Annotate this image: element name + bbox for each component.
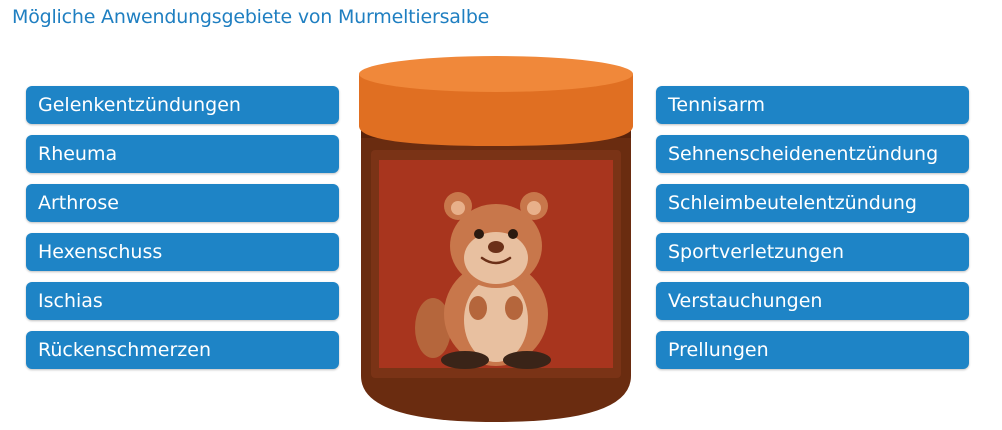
- left-conditions-list: Gelenkentzündungen Rheuma Arthrose Hexen…: [26, 86, 339, 380]
- condition-item: Gelenkentzündungen: [26, 86, 339, 124]
- condition-item: Verstauchungen: [656, 282, 969, 320]
- diagram-title: Mögliche Anwendungsgebiete von Murmeltie…: [12, 6, 490, 28]
- condition-item: Arthrose: [26, 184, 339, 222]
- condition-item: Schleimbeutelentzündung: [656, 184, 969, 222]
- jar-lid: [359, 74, 633, 146]
- marmot-icon: [415, 192, 551, 369]
- condition-item: Ischias: [26, 282, 339, 320]
- condition-item: Sehnenscheidenentzündung: [656, 135, 969, 173]
- condition-item: Rheuma: [26, 135, 339, 173]
- jar-with-marmot-icon: [359, 56, 633, 422]
- condition-item: Tennisarm: [656, 86, 969, 124]
- condition-item: Sportverletzungen: [656, 233, 969, 271]
- right-conditions-list: Tennisarm Sehnenscheidenentzündung Schle…: [656, 86, 969, 380]
- condition-item: Prellungen: [656, 331, 969, 369]
- condition-item: Rückenschmerzen: [26, 331, 339, 369]
- condition-item: Hexenschuss: [26, 233, 339, 271]
